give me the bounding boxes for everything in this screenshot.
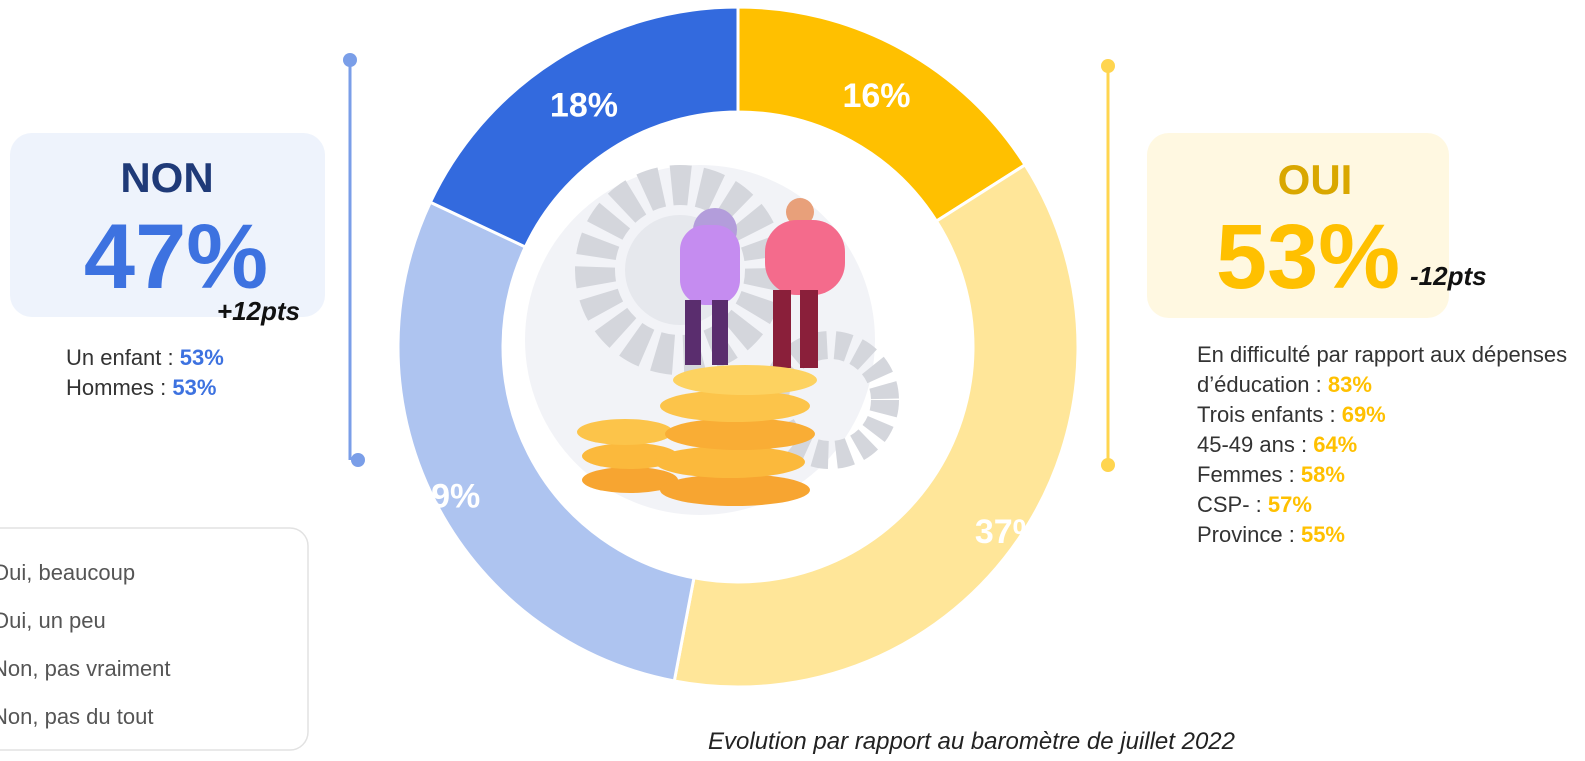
- figure: [773, 290, 791, 368]
- detail-value: 58%: [1301, 462, 1345, 487]
- detail-value: 69%: [1342, 402, 1386, 427]
- detail-value: 64%: [1313, 432, 1357, 457]
- detail-value: 53%: [172, 375, 216, 400]
- value-label: 18%: [550, 86, 618, 124]
- detail-label: Trois enfants :: [1197, 402, 1336, 427]
- coin: [660, 474, 810, 506]
- figure: [800, 290, 818, 368]
- value-label: 16%: [842, 77, 910, 115]
- value-label: 29%: [412, 478, 480, 516]
- divider-dot: [1101, 458, 1115, 472]
- detail-value: 55%: [1301, 522, 1345, 547]
- non-label: NON: [120, 154, 213, 201]
- detail-label: Province :: [1197, 522, 1295, 547]
- legend-label: Non, pas vraiment: [0, 656, 171, 681]
- figure: [765, 220, 845, 295]
- divider-dot: [1101, 59, 1115, 73]
- detail-label: 45-49 ans :: [1197, 432, 1307, 457]
- figure: [685, 300, 701, 365]
- legend-label: Oui, beaucoup: [0, 560, 135, 585]
- oui-label: OUI: [1278, 156, 1353, 203]
- detail-row: Province : 55%: [1197, 520, 1582, 550]
- value-label: 37%: [975, 513, 1043, 551]
- figure: [680, 225, 740, 305]
- detail-value: 57%: [1268, 492, 1312, 517]
- coin: [673, 365, 817, 395]
- oui-value: 53%: [1216, 206, 1400, 308]
- detail-row: Trois enfants : 69%: [1197, 400, 1582, 430]
- detail-row: CSP- : 57%: [1197, 490, 1582, 520]
- detail-row: En difficulté par rapport aux dépenses d…: [1197, 340, 1582, 400]
- oui-details: En difficulté par rapport aux dépenses d…: [1197, 340, 1582, 550]
- coin: [655, 446, 805, 478]
- divider-dot: [343, 53, 357, 67]
- oui-change: -12pts: [1410, 261, 1487, 291]
- detail-row: 45-49 ans : 64%: [1197, 430, 1582, 460]
- detail-label: Un enfant :: [66, 345, 174, 370]
- detail-row: Femmes : 58%: [1197, 460, 1582, 490]
- legend-label: Oui, un peu: [0, 608, 106, 633]
- non-value: 47%: [84, 206, 268, 308]
- legend-label: Non, pas du tout: [0, 704, 153, 729]
- illustration: [525, 165, 885, 515]
- footnote: Evolution par rapport au baromètre de ju…: [708, 728, 1235, 756]
- page: NON 47% +12pts OUI 53% -12pts 16% 37% 29% 1…: [0, 0, 1585, 761]
- detail-label: Hommes :: [66, 375, 166, 400]
- detail-label: CSP- :: [1197, 492, 1262, 517]
- detail-label: Femmes :: [1197, 462, 1295, 487]
- coin: [665, 418, 815, 450]
- non-details: Un enfant : 53%Hommes : 53%: [66, 343, 224, 403]
- detail-label: En difficulté par rapport aux dépenses d…: [1197, 342, 1567, 397]
- detail-row: Un enfant : 53%: [66, 343, 224, 373]
- coin: [577, 419, 673, 445]
- detail-value: 53%: [180, 345, 224, 370]
- divider-dot: [351, 453, 365, 467]
- detail-value: 83%: [1328, 372, 1372, 397]
- figure: [712, 300, 728, 365]
- non-change: +12pts: [217, 296, 300, 326]
- detail-row: Hommes : 53%: [66, 373, 224, 403]
